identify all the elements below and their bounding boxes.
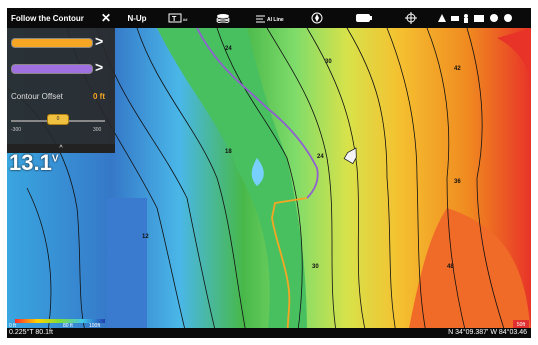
shallow-corner bbox=[497, 28, 531, 88]
line-color-row-2[interactable]: > bbox=[7, 58, 115, 78]
depth-scale-mid: 80 ft bbox=[63, 323, 73, 329]
voltage-unit: V bbox=[51, 153, 59, 165]
gps-icon[interactable] bbox=[389, 8, 433, 28]
network-icon bbox=[438, 14, 446, 22]
contour-route-line bbox=[196, 27, 319, 199]
voltage-value: 13.1 bbox=[9, 150, 52, 175]
layers-icon[interactable] bbox=[201, 8, 245, 28]
close-button[interactable]: ✕ bbox=[100, 11, 112, 25]
track-line bbox=[271, 197, 308, 338]
boat-status-icon bbox=[451, 16, 459, 21]
heading-depth-readout: 0.225°T 80.1ft bbox=[9, 329, 53, 336]
svg-text:42: 42 bbox=[454, 66, 461, 72]
status-bar: 0.225°T 80.1ft N 34°09.387' W 84°03.46 bbox=[7, 328, 531, 338]
top-toolbar: Follow the Contour ✕ N-Up T ## AI Line bbox=[7, 8, 531, 28]
deep-channel bbox=[107, 198, 147, 338]
status-icons bbox=[433, 8, 519, 28]
ai-line-icon[interactable]: AI Line bbox=[245, 8, 295, 28]
text-overlay-icon[interactable]: T ## bbox=[157, 8, 201, 28]
voltage-readout: 13.1V bbox=[9, 150, 59, 176]
power-icon bbox=[504, 14, 512, 22]
svg-text:48: 48 bbox=[447, 264, 454, 270]
svg-text:AI Line: AI Line bbox=[267, 17, 284, 23]
collapse-panel-button[interactable]: ^ bbox=[7, 144, 115, 153]
contour-offset-label: Contour Offset bbox=[11, 92, 63, 101]
svg-text:30: 30 bbox=[312, 264, 319, 270]
person-icon bbox=[464, 14, 468, 18]
svg-text:18: 18 bbox=[225, 149, 232, 155]
offset-slider-knob[interactable]: 0 bbox=[47, 114, 69, 125]
svg-text:##: ## bbox=[183, 17, 188, 22]
svg-text:24: 24 bbox=[317, 154, 324, 160]
track-color-swatch bbox=[11, 38, 93, 48]
compass-icon[interactable] bbox=[295, 8, 339, 28]
contour-depth-labels: 24 30 42 18 24 36 12 30 48 bbox=[142, 46, 461, 270]
line-color-row-1[interactable]: > bbox=[7, 32, 115, 52]
island-shoal bbox=[251, 158, 264, 186]
depth-scale-max: 100ft bbox=[89, 323, 101, 329]
green-band bbox=[157, 28, 307, 338]
depth-color-scale: 0 ft 80 ft 100ft bbox=[9, 317, 109, 329]
contour-lines bbox=[7, 27, 508, 338]
svg-text:T: T bbox=[172, 16, 177, 23]
contour-panel: > > Contour Offset 0 ft 0 -300 300 bbox=[7, 28, 115, 144]
route-color-swatch bbox=[11, 64, 93, 74]
battery-icon bbox=[339, 8, 389, 28]
shallow-area bbox=[407, 208, 531, 338]
boat-icon[interactable] bbox=[343, 146, 360, 165]
zoom-scale-badge[interactable]: 50ft bbox=[513, 320, 529, 330]
depth-gradient-bar bbox=[15, 319, 105, 323]
chevron-right-icon[interactable]: > bbox=[95, 33, 104, 49]
depth-scale-min: 0 ft bbox=[9, 323, 16, 329]
chart-icon bbox=[474, 15, 484, 22]
svg-text:30: 30 bbox=[325, 59, 332, 65]
gps-coordinates: N 34°09.387' W 84°03.46 bbox=[448, 329, 527, 336]
settings-icon bbox=[490, 14, 498, 22]
contour-offset-value: 0 ft bbox=[93, 92, 105, 101]
chevron-right-icon[interactable]: > bbox=[95, 59, 104, 75]
slider-max-label: 300 bbox=[93, 127, 102, 133]
slider-min-label: -300 bbox=[11, 127, 22, 133]
svg-text:24: 24 bbox=[225, 46, 232, 52]
mode-title: Follow the Contour bbox=[11, 13, 84, 23]
svg-text:36: 36 bbox=[454, 179, 461, 185]
svg-text:12: 12 bbox=[142, 234, 149, 240]
chart-screen: 24 30 42 18 24 36 12 30 48 Follow the Co… bbox=[7, 8, 531, 338]
orientation-button[interactable]: N-Up bbox=[127, 13, 147, 23]
